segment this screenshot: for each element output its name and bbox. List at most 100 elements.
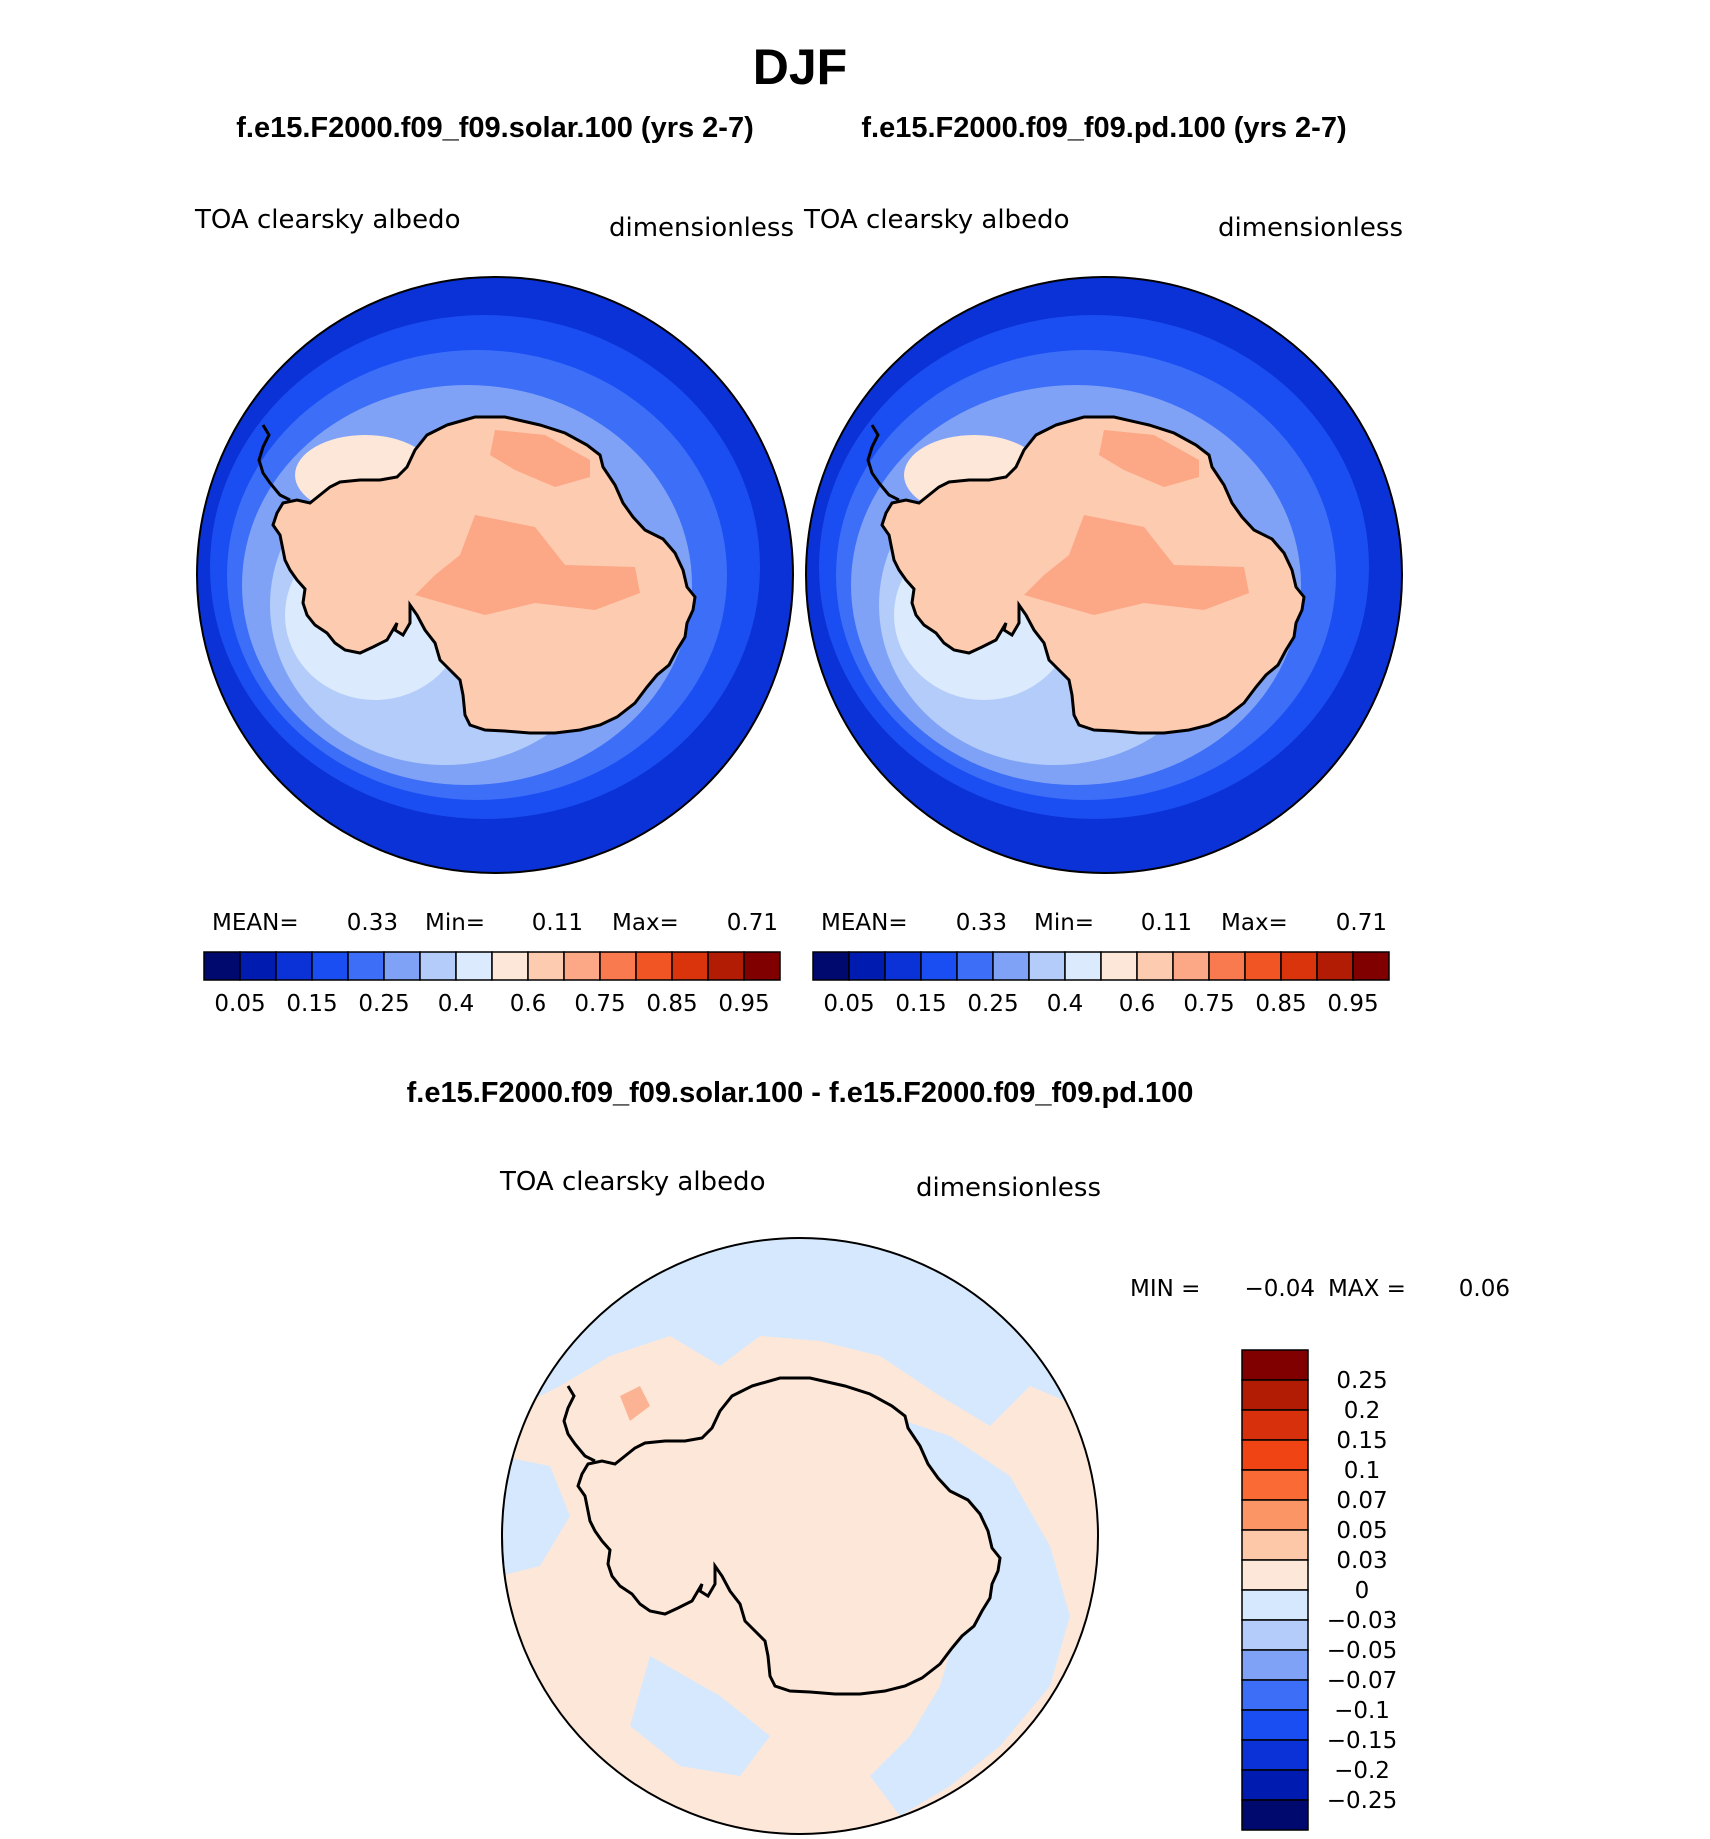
season-title: DJF [753,39,847,95]
cbar-left-swatch-10 [563,951,601,981]
cbar-diff-label-1: 0.2 [1344,1398,1381,1424]
cbar-right-label-3: 0.4 [1047,991,1084,1017]
cbar-diff-label-6: 0.03 [1336,1548,1387,1574]
map-left-high-plateau-2 [415,515,640,615]
cbar-diff-swatch-13 [1241,1739,1309,1771]
cbar-left-swatch-3 [311,951,349,981]
cbar-right-label-0: 0.05 [823,991,874,1017]
cbar-left-swatch-7 [455,951,493,981]
cbar-diff-label-0: 0.25 [1336,1368,1387,1394]
cbar-right-swatch-8 [1100,951,1138,981]
cbar-diff-swatch-7 [1241,1559,1309,1591]
cbar-diff-label-3: 0.1 [1344,1458,1381,1484]
panel-left-min-value: 0.11 [532,910,583,936]
cbar-right-swatch-7 [1064,951,1102,981]
panel-left-max-value: 0.71 [727,910,778,936]
cbar-left-swatch-13 [671,951,709,981]
cbar-diff-swatch-11 [1241,1679,1309,1711]
cbar-diff-swatch-2 [1241,1409,1309,1441]
diff-max-value: 0.06 [1459,1276,1510,1302]
cbar-left-swatch-15 [743,951,781,981]
cbar-right-swatch-12 [1244,951,1282,981]
panel-right-case-title: f.e15.F2000.f09_f09.pd.100 (yrs 2-7) [861,112,1346,144]
panel-right-variable: TOA clearsky albedo [803,205,1069,235]
map-right-high-plateau-2 [1024,515,1249,615]
map-difference [502,1238,1098,1834]
cbar-right-swatch-11 [1208,951,1246,981]
cbar-right-swatch-5 [992,951,1030,981]
cbar-diff-swatch-15 [1241,1799,1309,1831]
cbar-diff-swatch-1 [1241,1379,1309,1411]
cbar-diff-swatch-14 [1241,1769,1309,1801]
cbar-left-swatch-1 [239,951,277,981]
diff-variable: TOA clearsky albedo [499,1167,765,1197]
cbar-right-swatch-4 [956,951,994,981]
cbar-left-swatch-14 [707,951,745,981]
cbar-diff-label-2: 0.15 [1336,1428,1387,1454]
map-right [806,277,1402,873]
cbar-diff-label-11: −0.1 [1334,1698,1390,1724]
cbar-left-label-5: 0.75 [574,991,625,1017]
cbar-diff-label-7: 0 [1355,1578,1370,1604]
panel-right-units: dimensionless [1218,213,1403,243]
map-left [197,277,793,873]
panel-left-max-label: Max= [612,910,679,936]
map-diff-negative-west [502,1456,570,1576]
panel-left-mean-label: MEAN= [212,910,299,936]
cbar-diff-swatch-4 [1241,1469,1309,1501]
cbar-left-label-1: 0.15 [286,991,337,1017]
map-right-high-plateau-1 [1099,430,1199,487]
cbar-left-swatch-4 [347,951,385,981]
cbar-left-swatch-5 [383,951,421,981]
colorbar-left-labels: 0.05 0.15 0.25 0.4 0.6 0.75 0.85 0.95 [214,991,769,1017]
panel-right-max-label: Max= [1221,910,1288,936]
cbar-left-label-4: 0.6 [510,991,547,1017]
map-left-border [196,276,794,874]
cbar-diff-label-5: 0.05 [1336,1518,1387,1544]
cbar-left-label-3: 0.4 [438,991,475,1017]
cbar-diff-label-12: −0.15 [1327,1728,1397,1754]
cbar-right-label-5: 0.75 [1183,991,1234,1017]
colorbar-left [203,951,781,981]
cbar-right-label-4: 0.6 [1119,991,1156,1017]
cbar-diff-swatch-3 [1241,1439,1309,1471]
cbar-diff-label-4: 0.07 [1336,1488,1387,1514]
diff-min-value: −0.04 [1245,1276,1315,1302]
cbar-diff-label-10: −0.07 [1327,1668,1397,1694]
map-diff-border [501,1237,1099,1835]
diff-min-label: MIN = [1130,1276,1200,1302]
colorbar-difference [1241,1349,1309,1831]
colorbar-right [812,951,1390,981]
cbar-left-swatch-11 [599,951,637,981]
diff-max-label: MAX = [1328,1276,1406,1302]
cbar-diff-swatch-9 [1241,1619,1309,1651]
map-diff-negative-south [630,1656,770,1776]
cbar-right-swatch-10 [1172,951,1210,981]
panel-left-units: dimensionless [609,213,794,243]
cbar-diff-swatch-0 [1241,1349,1309,1381]
panel-right-min-value: 0.11 [1141,910,1192,936]
cbar-right-swatch-13 [1280,951,1318,981]
cbar-right-swatch-6 [1028,951,1066,981]
panel-left-variable: TOA clearsky albedo [194,205,460,235]
panel-left-min-label: Min= [425,910,485,936]
cbar-diff-label-8: −0.03 [1327,1608,1397,1634]
panel-difference: f.e15.F2000.f09_f09.solar.100 - f.e15.F2… [407,1077,1510,1835]
cbar-right-swatch-14 [1316,951,1354,981]
cbar-right-label-2: 0.25 [967,991,1018,1017]
cbar-diff-swatch-10 [1241,1649,1309,1681]
cbar-left-swatch-0 [203,951,241,981]
map-left-high-plateau-1 [490,430,590,487]
panel-right-mean-value: 0.33 [956,910,1007,936]
cbar-right-swatch-2 [884,951,922,981]
map-right-border [805,276,1403,874]
diff-units: dimensionless [916,1173,1101,1203]
panel-left: f.e15.F2000.f09_f09.solar.100 (yrs 2-7) … [194,112,794,1017]
cbar-diff-label-13: −0.2 [1334,1758,1390,1784]
cbar-left-label-6: 0.85 [646,991,697,1017]
cbar-left-swatch-12 [635,951,673,981]
map-diff-negative-north [502,1238,1098,1426]
cbar-diff-label-14: −0.25 [1327,1788,1397,1814]
cbar-left-swatch-6 [419,951,457,981]
cbar-diff-swatch-5 [1241,1499,1309,1531]
